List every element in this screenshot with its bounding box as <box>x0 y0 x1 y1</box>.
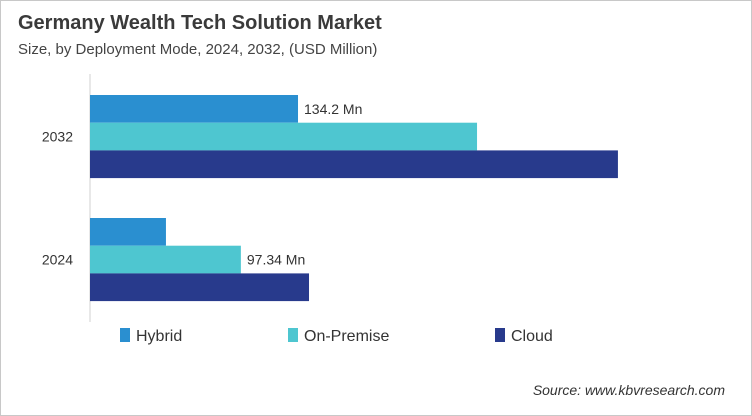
data-label: 134.2 Mn <box>304 101 362 117</box>
category-label: 2024 <box>42 252 73 268</box>
legend-swatch-on-premise <box>288 328 298 342</box>
bar-hybrid-2032 <box>90 95 299 123</box>
bar-on-premise-2032 <box>90 122 478 151</box>
bar-cloud-2024 <box>90 273 310 302</box>
legend-label: Cloud <box>511 328 553 345</box>
legend-swatch-hybrid <box>120 328 130 342</box>
category-label: 2032 <box>42 129 73 145</box>
data-label: 97.34 Mn <box>247 252 305 268</box>
legend-label: Hybrid <box>136 328 182 345</box>
bar-on-premise-2024 <box>90 245 241 274</box>
chart-title: Germany Wealth Tech Solution Market <box>18 12 382 34</box>
legend-label: On-Premise <box>304 328 389 345</box>
legend-swatch-cloud <box>495 328 505 342</box>
bar-cloud-2032 <box>90 150 618 179</box>
chart-subtitle: Size, by Deployment Mode, 2024, 2032, (U… <box>18 41 378 58</box>
chart-source: Source: www.kbvresearch.com <box>532 382 725 398</box>
bar-hybrid-2024 <box>90 218 166 246</box>
